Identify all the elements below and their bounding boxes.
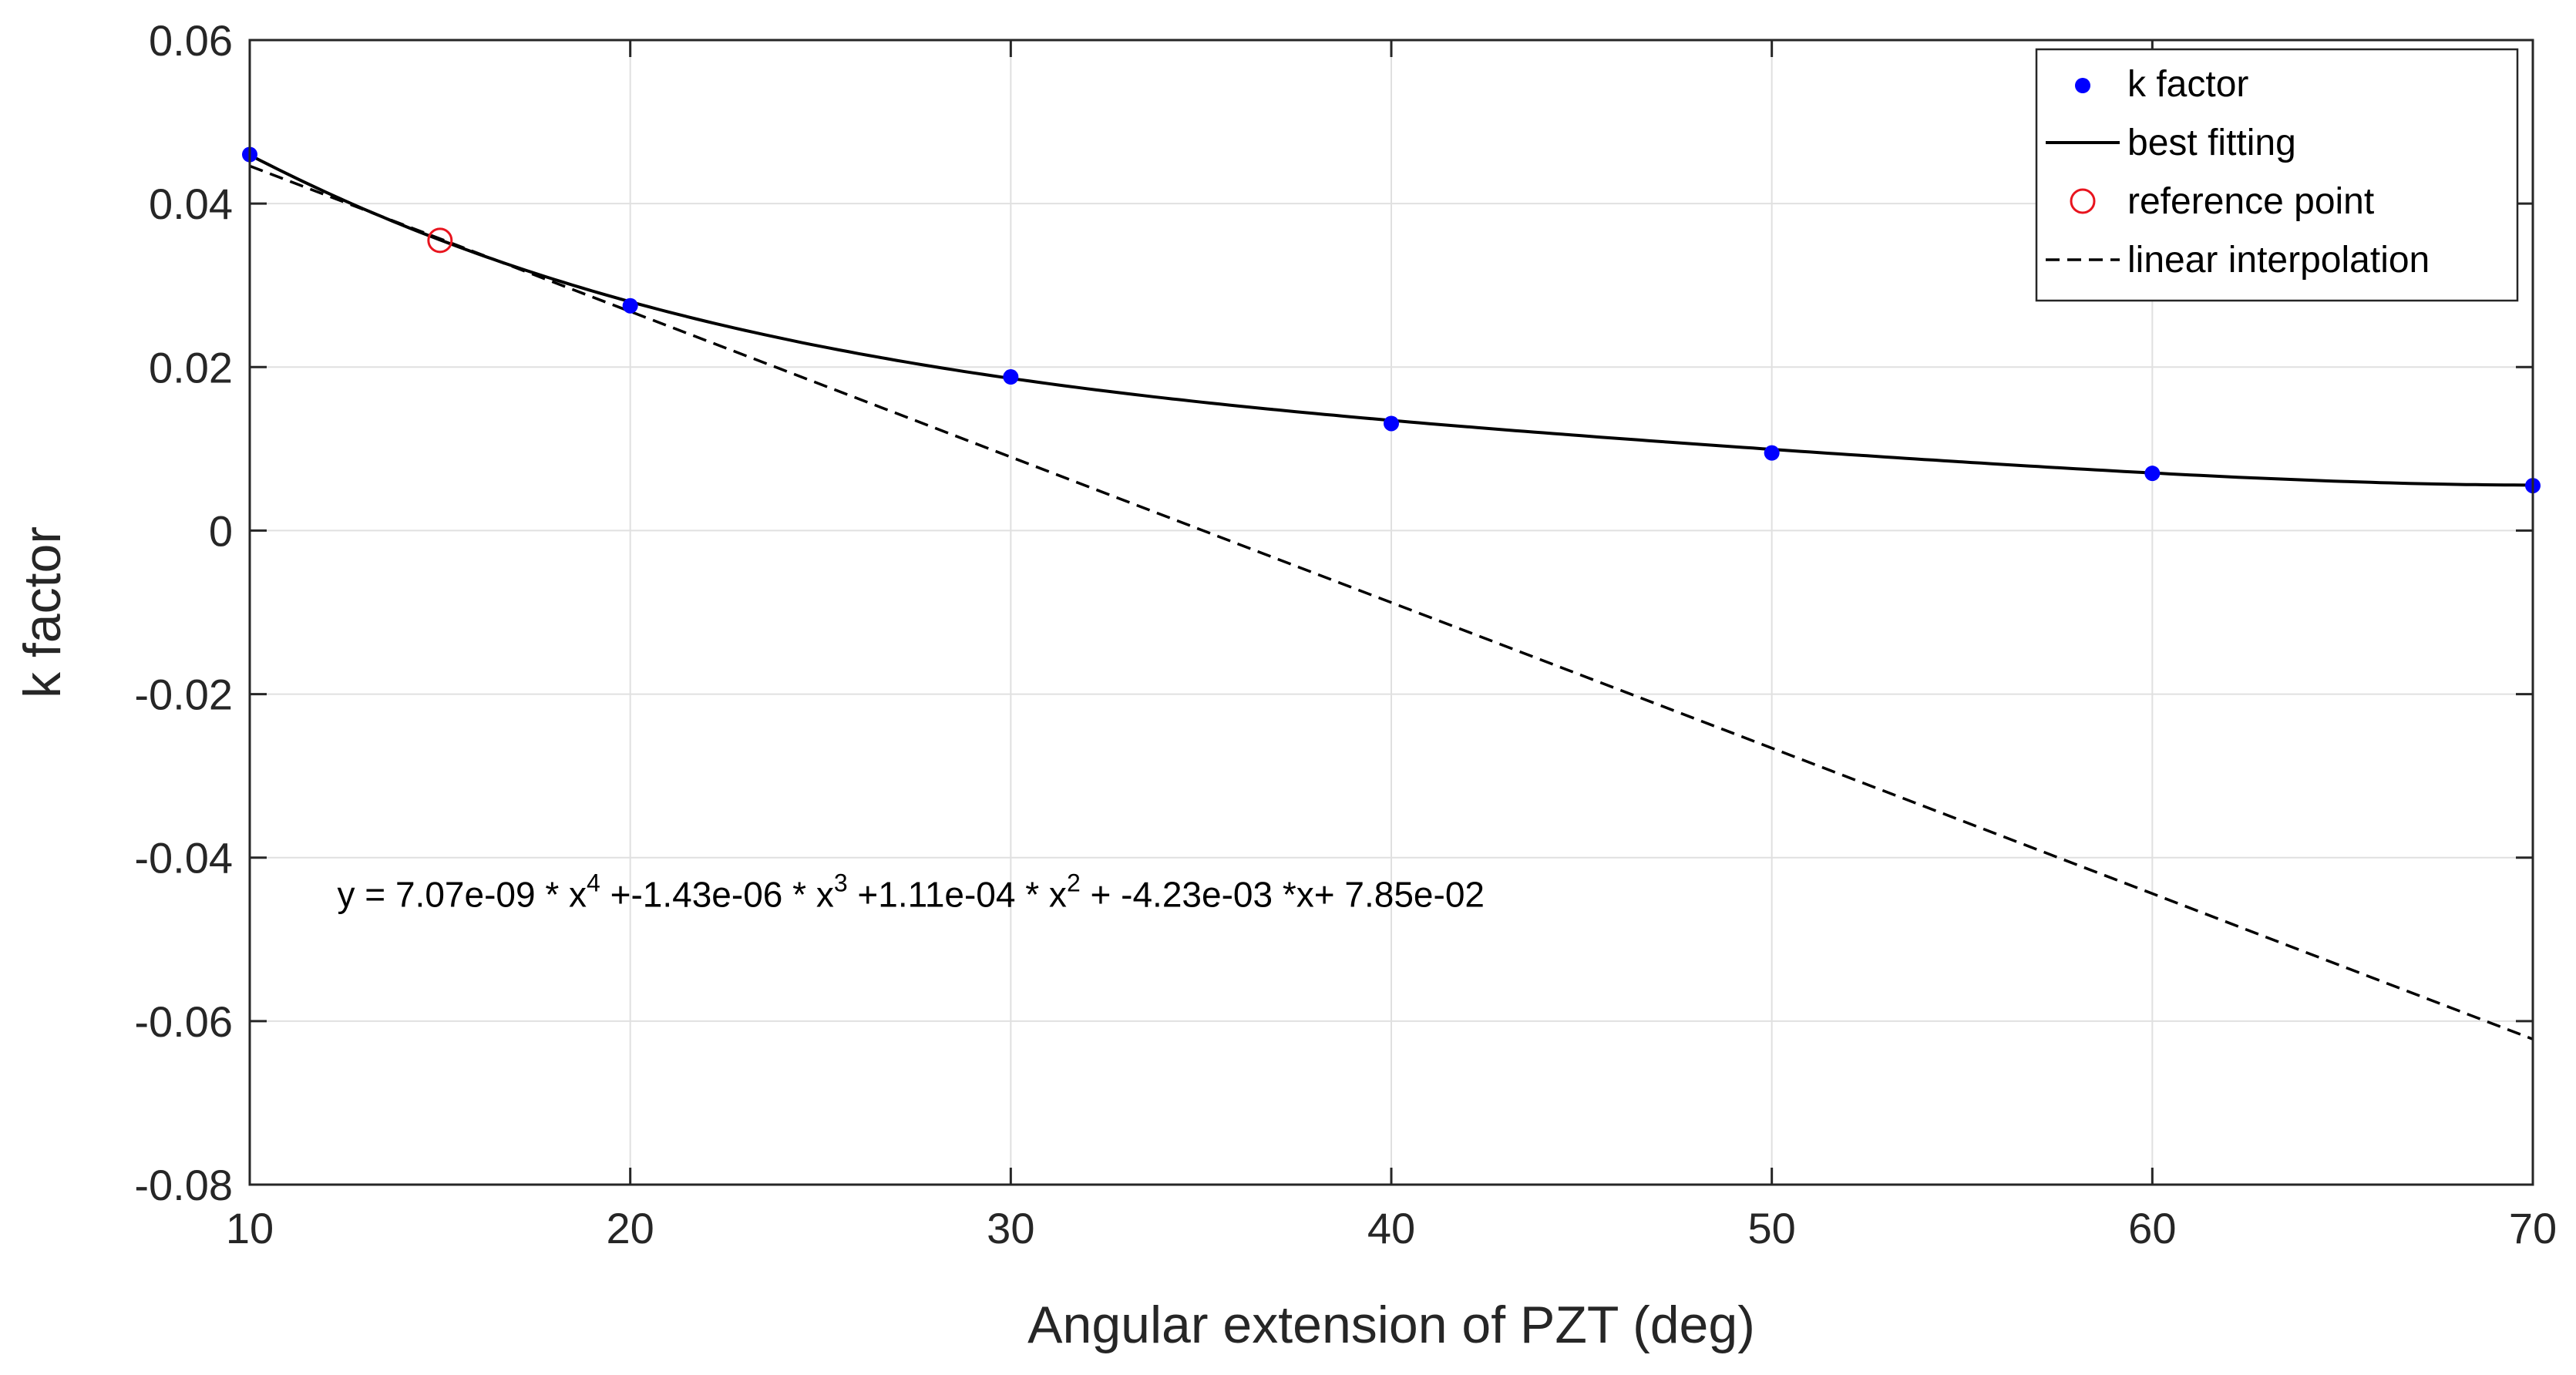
k-factor-point: [1384, 415, 1399, 432]
plot-area: [242, 146, 2541, 1040]
x-tick-label: 60: [2128, 1204, 2176, 1252]
linear-interpolation-line: [250, 164, 2533, 1040]
equation-term: + -4.23e-03 *x+ 7.85e-02: [1081, 874, 1485, 914]
y-axis-label: k factor: [13, 526, 72, 698]
y-tick-label: -0.08: [134, 1161, 233, 1209]
y-tick-label: 0.06: [149, 16, 233, 65]
legend: k factor best fitting reference point linea…: [2035, 48, 2519, 302]
equation-term: +-1.43e-06 * x: [600, 874, 834, 914]
axes: 10 20 30 40 50 60 70 -0.08 -0.06 -0.04 -0.02 0 0.02 0…: [134, 16, 2557, 1252]
equation-term: y = 7.07e-09 * x: [338, 874, 587, 914]
legend-k-factor-marker: [2075, 78, 2090, 93]
y-tick-label: 0.02: [149, 343, 233, 392]
x-tick-label: 20: [607, 1204, 654, 1252]
y-tick-label: 0.04: [149, 180, 233, 228]
legend-label: k factor: [2127, 64, 2248, 105]
k-factor-point: [1003, 369, 1019, 385]
equation-exponent: 2: [1067, 869, 1081, 896]
x-tick-label: 40: [1367, 1204, 1415, 1252]
legend-label: linear interpolation: [2127, 240, 2430, 281]
legend-reference-point-marker: [2070, 188, 2096, 214]
k-factor-point: [1764, 445, 1780, 461]
x-tick-label: 10: [226, 1204, 274, 1252]
equation-term: +1.11e-04 * x: [848, 874, 1067, 914]
equation-exponent: 4: [587, 869, 600, 896]
reference-point-marker: [427, 227, 453, 254]
fit-equation-annotation: y = 7.07e-09 * x4 +-1.43e-06 * x3 +1.11e…: [338, 869, 1485, 914]
equation-exponent: 3: [834, 869, 848, 896]
x-tick-label: 50: [1748, 1204, 1796, 1252]
x-axis-label: Angular extension of PZT (deg): [1027, 1296, 1755, 1354]
k-factor-point: [622, 298, 638, 314]
x-tick-label: 70: [2509, 1204, 2557, 1252]
y-tick-label: -0.04: [134, 834, 233, 882]
y-tick-label: 0: [209, 506, 233, 555]
y-tick-label: -0.02: [134, 671, 233, 719]
x-tick-label: 30: [987, 1204, 1034, 1252]
legend-label: best fitting: [2127, 123, 2296, 163]
legend-label: reference point: [2127, 181, 2374, 222]
y-tick-label: -0.06: [134, 997, 233, 1046]
k-factor-point: [2144, 466, 2161, 482]
